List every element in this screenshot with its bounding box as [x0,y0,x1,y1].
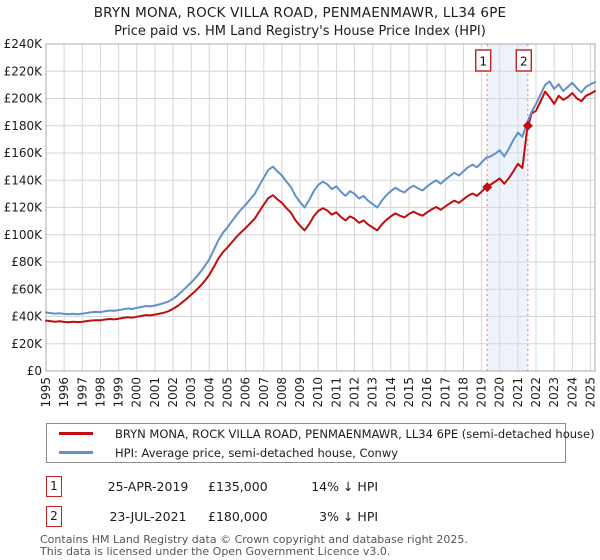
hpi-line [45,80,596,316]
svg-text:1997: 1997 [75,377,89,408]
svg-text:2005: 2005 [221,377,235,408]
attribution-footer: Contains HM Land Registry data © Crown c… [40,534,468,557]
sale-row-2: 2 23-JUL-2021 £180,000 3% ↓ HPI [46,506,566,528]
svg-text:£20K: £20K [11,337,43,351]
svg-text:£180K: £180K [4,119,44,133]
sale-2-pct: 3% [319,509,339,524]
svg-text:2004: 2004 [202,377,216,408]
sale-2-number-box [515,49,532,72]
svg-text:2007: 2007 [257,377,271,408]
svg-text:2008: 2008 [275,377,289,408]
svg-text:2019: 2019 [475,377,489,408]
sale-1-diamond-marker [482,182,493,193]
sale-2-date: 23-JUL-2021 [109,509,187,524]
svg-text:£60K: £60K [11,282,43,296]
svg-text:2010: 2010 [311,377,325,408]
svg-text:2000: 2000 [130,377,144,408]
svg-text:2006: 2006 [239,377,253,408]
sale-2-hpi-comparison: 3% ↓ HPI [303,509,443,524]
sale-2-marker-badge: 2 [46,506,62,527]
sale-1-date: 25-APR-2019 [107,479,189,494]
svg-text:2018: 2018 [456,377,470,408]
svg-text:1996: 1996 [57,377,71,408]
sale-1-pct-direction: ↓ HPI [342,479,379,494]
property-price-line [45,90,596,324]
legend-label-property: BRYN MONA, ROCK VILLA ROAD, PENMAENMAWR,… [115,426,595,441]
chart-legend: BRYN MONA, ROCK VILLA ROAD, PENMAENMAWR,… [46,423,595,463]
svg-text:2023: 2023 [547,377,561,408]
attribution-line-2: This data is licensed under the Open Gov… [40,544,391,558]
svg-text:1995: 1995 [39,377,53,408]
svg-text:£0: £0 [27,364,42,378]
svg-text:£120K: £120K [4,201,44,215]
sale-1-price: £135,000 [208,479,268,494]
price-history-chart: 1 2 £0 £20K £40K £60K £80K £100K £120K £140K £160K… [4,37,598,408]
sale-2-pct-direction: ↓ HPI [342,509,379,524]
svg-text:1999: 1999 [112,377,126,408]
legend-item-property: BRYN MONA, ROCK VILLA ROAD, PENMAENMAWR,… [47,426,595,442]
svg-text:2001: 2001 [148,377,162,408]
legend-line-sample-hpi [59,451,93,454]
svg-text:£160K: £160K [4,146,44,160]
attribution-line-1: Contains HM Land Registry data © Crown c… [40,533,468,546]
svg-text:2003: 2003 [184,377,198,408]
svg-text:2012: 2012 [348,377,362,408]
svg-text:£240K: £240K [4,37,44,51]
legend-label-hpi: HPI: Average price, semi-detached house,… [115,445,399,460]
svg-text:1998: 1998 [93,377,107,408]
svg-text:£100K: £100K [4,228,44,242]
svg-text:2021: 2021 [511,377,525,408]
chart-title: BRYN MONA, ROCK VILLA ROAD, PENMAENMAWR,… [93,5,507,21]
sale-1-number-box [475,49,492,72]
svg-text:2009: 2009 [293,377,307,408]
svg-text:2022: 2022 [529,377,543,408]
svg-text:£220K: £220K [4,64,44,78]
svg-text:2: 2 [520,55,528,69]
svg-text:2014: 2014 [384,377,398,408]
sale-1-hpi-comparison: 14% ↓ HPI [303,479,443,494]
sale-2-diamond-marker [522,120,533,131]
svg-text:1: 1 [479,55,487,69]
svg-text:£200K: £200K [4,92,44,106]
sale-2-price: £180,000 [208,509,268,524]
svg-text:2024: 2024 [565,377,579,408]
svg-text:2013: 2013 [366,377,380,408]
svg-text:2011: 2011 [329,377,343,408]
legend-item-hpi: HPI: Average price, semi-detached house,… [47,445,565,461]
svg-text:2015: 2015 [402,377,416,408]
svg-text:£40K: £40K [11,310,43,324]
svg-text:£140K: £140K [4,173,44,187]
chart-subtitle: Price paid vs. HM Land Registry's House … [114,24,486,39]
svg-text:2016: 2016 [420,377,434,408]
sale-row-1: 1 25-APR-2019 £135,000 14% ↓ HPI [46,476,566,498]
svg-text:2025: 2025 [584,377,598,408]
legend-line-sample-property [59,432,93,435]
svg-text:£80K: £80K [11,255,43,269]
svg-text:2002: 2002 [166,377,180,408]
svg-text:2020: 2020 [493,377,507,408]
sale-1-pct: 14% [311,479,339,494]
sale-1-marker-badge: 1 [46,476,62,497]
svg-text:2017: 2017 [438,377,452,408]
